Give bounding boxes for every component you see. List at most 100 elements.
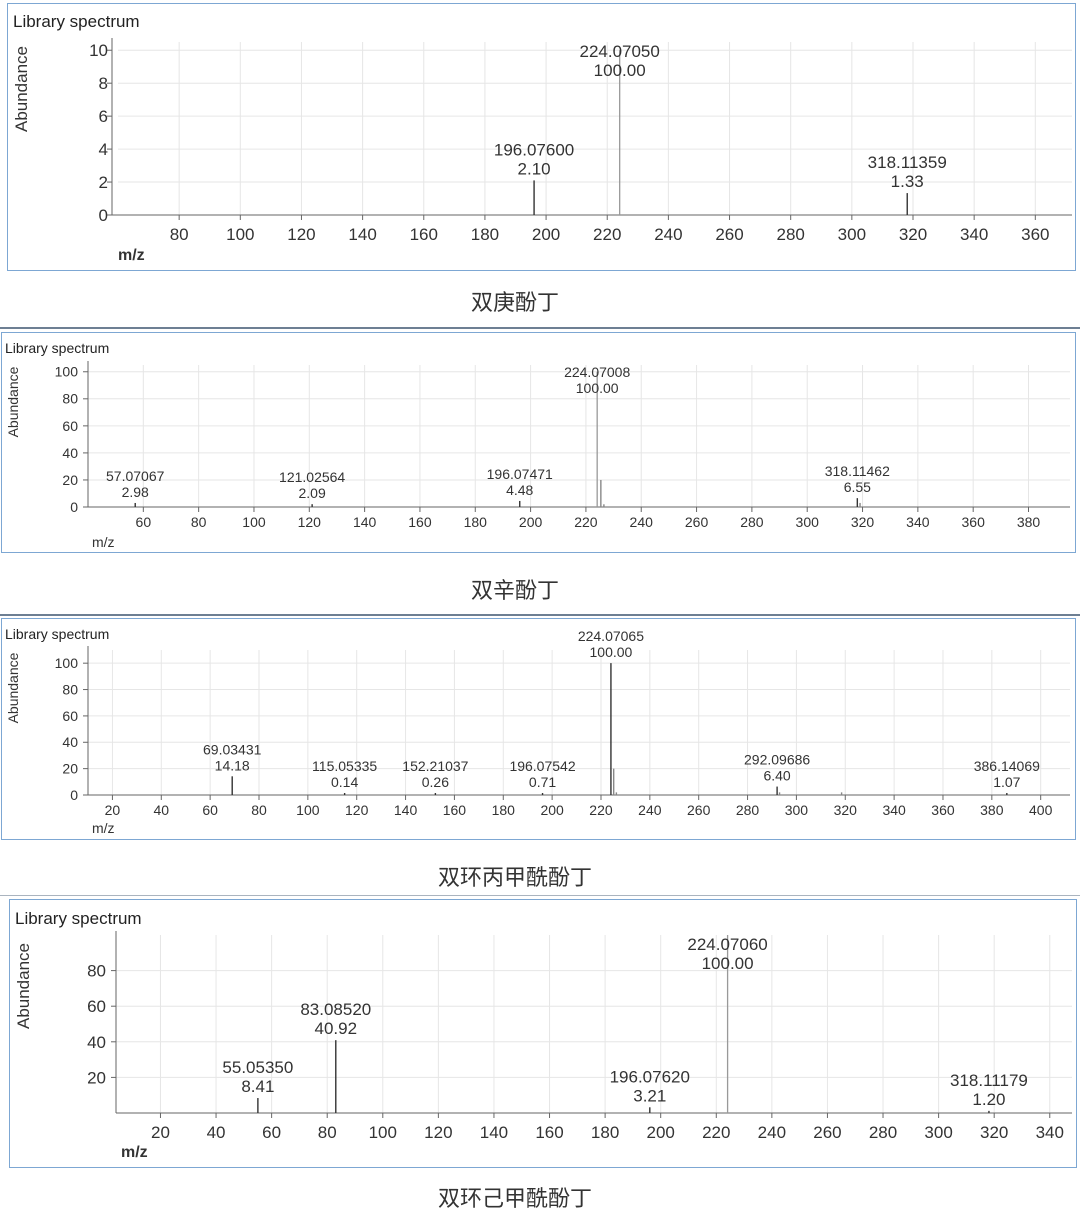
x-tick-label: 160 <box>408 514 432 530</box>
x-tick-label: 260 <box>687 802 711 818</box>
x-tick-label: 180 <box>591 1123 619 1142</box>
peak-abundance-label: 6.40 <box>763 768 790 784</box>
x-tick-label: 140 <box>353 514 377 530</box>
x-tick-label: 320 <box>899 225 927 244</box>
x-tick-label: 120 <box>345 802 369 818</box>
x-tick-label: 280 <box>777 225 805 244</box>
peak-abundance-label: 6.55 <box>844 479 871 495</box>
y-tick-label: 60 <box>87 997 106 1016</box>
peak-abundance-label: 100.00 <box>590 644 633 660</box>
y-tick-label: 20 <box>87 1068 106 1087</box>
y-tick-label: 60 <box>62 418 78 434</box>
divider <box>0 614 1080 616</box>
peak-abundance-label: 100.00 <box>702 954 754 973</box>
peak-abundance-label: 40.92 <box>315 1019 358 1038</box>
peak-mz-label: 196.07542 <box>509 758 575 774</box>
peak-mz-label: 224.07008 <box>564 364 630 380</box>
x-tick-label: 320 <box>834 802 858 818</box>
y-tick-label: 10 <box>89 41 108 60</box>
x-tick-label: 240 <box>630 514 654 530</box>
y-tick-label: 6 <box>99 107 108 126</box>
x-tick-label: 300 <box>796 514 820 530</box>
peak-mz-label: 57.07067 <box>106 468 165 484</box>
peak-mz-label: 152.21037 <box>402 758 468 774</box>
y-tick-label: 20 <box>62 761 78 777</box>
peak-mz-label: 224.07065 <box>578 628 644 644</box>
y-tick-label: 80 <box>62 681 78 697</box>
peak-abundance-label: 3.21 <box>633 1086 666 1105</box>
x-tick-label: 340 <box>882 802 906 818</box>
y-tick-label: 0 <box>70 787 78 803</box>
x-tick-label: 360 <box>962 514 986 530</box>
chart-title: Library spectrum <box>13 12 140 31</box>
chart-frame: Library spectrum Abundance m/z <box>9 899 1077 1168</box>
x-tick-label: 360 <box>931 802 955 818</box>
chart-frame: Library spectrum Abundance m/z <box>7 3 1076 271</box>
x-tick-label: 60 <box>262 1123 281 1142</box>
y-tick-label: 0 <box>99 206 108 225</box>
peak-mz-label: 196.07620 <box>610 1067 690 1086</box>
peak-abundance-label: 0.71 <box>529 774 556 790</box>
x-tick-label: 80 <box>318 1123 337 1142</box>
spectrum-plot: 0 2 4 6 8 10 80 100 120 140 160 180 200 220 240 260 280 3… <box>89 38 1072 244</box>
peak-mz-label: 386.14069 <box>974 758 1040 774</box>
peak-mz-label: 224.07060 <box>687 935 767 954</box>
y-tick-label: 4 <box>99 140 108 159</box>
peak-mz-label: 318.11359 <box>868 153 947 172</box>
y-tick-label: 100 <box>55 364 79 380</box>
peak-mz-label: 292.09686 <box>744 752 810 768</box>
x-tick-label: 100 <box>242 514 266 530</box>
peak-abundance-label: 8.41 <box>241 1077 274 1096</box>
divider <box>0 895 1080 896</box>
x-tick-label: 300 <box>924 1123 952 1142</box>
x-tick-label: 200 <box>540 802 564 818</box>
peak-mz-label: 196.07471 <box>487 466 553 482</box>
spectrum-plot: 0 20 40 60 80 100 20 40 60 80 100 120 140 160 180 200 22… <box>55 628 1070 818</box>
y-tick-label: 80 <box>62 391 78 407</box>
peak-mz-label: 69.03431 <box>203 741 262 757</box>
peak-abundance-label: 100.00 <box>594 61 646 80</box>
peak-abundance-label: 0.26 <box>422 774 449 790</box>
x-axis-label: m/z <box>118 247 145 264</box>
y-tick-label: 8 <box>99 74 108 93</box>
x-tick-label: 140 <box>394 802 418 818</box>
peak-mz-label: 83.08520 <box>300 1000 371 1019</box>
peak-mz-label: 318.11179 <box>950 1071 1028 1090</box>
x-tick-label: 180 <box>464 514 488 530</box>
x-tick-label: 380 <box>1017 514 1041 530</box>
peak-mz-label: 55.05350 <box>222 1058 293 1077</box>
x-tick-label: 240 <box>638 802 662 818</box>
peak-abundance-label: 4.48 <box>506 482 533 498</box>
x-axis-label: m/z <box>92 820 115 836</box>
peak-abundance-label: 1.20 <box>972 1090 1005 1109</box>
x-tick-label: 60 <box>202 802 218 818</box>
x-tick-label: 160 <box>443 802 467 818</box>
x-tick-label: 80 <box>251 802 267 818</box>
y-tick-label: 20 <box>62 472 78 488</box>
gridlines <box>88 650 1070 796</box>
x-tick-label: 300 <box>838 225 866 244</box>
x-tick-label: 180 <box>471 225 499 244</box>
x-tick-label: 220 <box>574 514 598 530</box>
x-axis-label: m/z <box>121 1144 148 1161</box>
x-tick-label: 100 <box>226 225 254 244</box>
x-tick-label: 140 <box>480 1123 508 1142</box>
y-tick-label: 0 <box>70 499 78 515</box>
x-tick-label: 240 <box>654 225 682 244</box>
x-tick-label: 220 <box>702 1123 730 1142</box>
peak-abundance-label: 100.00 <box>576 380 619 396</box>
x-tick-label: 200 <box>647 1123 675 1142</box>
x-tick-label: 20 <box>151 1123 170 1142</box>
x-tick-label: 320 <box>980 1123 1008 1142</box>
spectrum-plot: 0 20 40 60 80 100 60 80 100 120 140 160 180 200 220 240… <box>55 361 1070 530</box>
compound-caption: 双环丙甲酰酚丁 <box>437 866 592 891</box>
y-tick-label: 40 <box>62 734 78 750</box>
x-tick-label: 100 <box>296 802 320 818</box>
x-tick-label: 120 <box>287 225 315 244</box>
x-tick-label: 220 <box>589 802 613 818</box>
x-tick-label: 100 <box>369 1123 397 1142</box>
compound-caption: 双庚酚丁 <box>470 291 559 316</box>
x-tick-label: 340 <box>1036 1123 1064 1142</box>
x-tick-label: 80 <box>170 225 189 244</box>
peak-mz-label: 115.05335 <box>312 758 377 774</box>
